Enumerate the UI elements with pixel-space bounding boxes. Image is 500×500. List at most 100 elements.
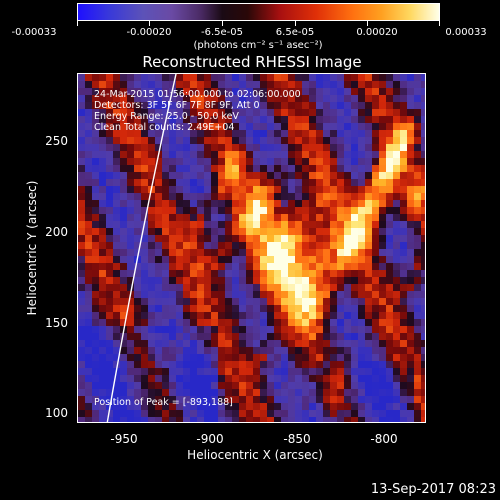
image-pixel xyxy=(288,319,295,326)
image-pixel xyxy=(169,235,176,242)
image-pixel xyxy=(281,74,288,81)
image-pixel xyxy=(337,165,344,172)
image-pixel xyxy=(351,382,358,389)
image-pixel xyxy=(127,340,134,347)
image-pixel xyxy=(295,109,302,116)
image-pixel xyxy=(92,305,99,312)
image-pixel xyxy=(183,242,190,249)
image-pixel xyxy=(309,368,316,375)
image-pixel xyxy=(337,410,344,417)
image-pixel xyxy=(372,340,379,347)
colorbar-tick-label: -6.5e-05 xyxy=(201,27,243,38)
image-pixel xyxy=(267,137,274,144)
image-pixel xyxy=(267,284,274,291)
image-pixel xyxy=(309,347,316,354)
image-pixel xyxy=(386,249,393,256)
image-pixel xyxy=(127,326,134,333)
image-pixel xyxy=(239,277,246,284)
image-pixel xyxy=(183,291,190,298)
image-pixel xyxy=(239,214,246,221)
image-pixel xyxy=(246,200,253,207)
image-pixel xyxy=(162,235,169,242)
image-pixel xyxy=(281,228,288,235)
image-pixel xyxy=(155,74,162,81)
image-pixel xyxy=(183,74,190,81)
image-pixel xyxy=(99,88,106,95)
image-pixel xyxy=(92,375,99,382)
image-pixel xyxy=(309,144,316,151)
image-pixel xyxy=(162,179,169,186)
image-pixel xyxy=(386,277,393,284)
image-pixel xyxy=(267,382,274,389)
image-pixel xyxy=(253,151,260,158)
image-pixel xyxy=(309,172,316,179)
image-pixel xyxy=(309,179,316,186)
image-pixel xyxy=(85,326,92,333)
image-pixel xyxy=(344,354,351,361)
image-pixel xyxy=(246,368,253,375)
image-pixel xyxy=(316,389,323,396)
image-pixel xyxy=(225,214,232,221)
image-pixel xyxy=(393,228,400,235)
image-pixel xyxy=(232,81,239,88)
image-pixel xyxy=(365,186,372,193)
image-pixel xyxy=(372,130,379,137)
image-pixel xyxy=(155,179,162,186)
image-pixel xyxy=(421,277,425,284)
image-pixel xyxy=(211,116,218,123)
image-pixel xyxy=(400,305,407,312)
image-pixel xyxy=(379,249,386,256)
image-pixel xyxy=(99,249,106,256)
image-pixel xyxy=(295,277,302,284)
image-pixel xyxy=(169,193,176,200)
image-pixel xyxy=(414,249,421,256)
image-pixel xyxy=(414,403,421,410)
image-pixel xyxy=(316,193,323,200)
image-pixel xyxy=(197,102,204,109)
image-pixel xyxy=(211,228,218,235)
image-pixel xyxy=(120,291,127,298)
image-pixel xyxy=(400,256,407,263)
image-pixel xyxy=(127,172,134,179)
image-pixel xyxy=(78,305,85,312)
image-pixel xyxy=(113,298,120,305)
image-pixel xyxy=(281,361,288,368)
image-pixel xyxy=(344,151,351,158)
image-pixel xyxy=(155,123,162,130)
image-pixel xyxy=(330,193,337,200)
image-pixel xyxy=(106,277,113,284)
image-pixel xyxy=(309,88,316,95)
image-pixel xyxy=(274,382,281,389)
image-pixel xyxy=(183,347,190,354)
image-pixel xyxy=(204,116,211,123)
image-pixel xyxy=(141,270,148,277)
image-pixel xyxy=(365,228,372,235)
image-pixel xyxy=(190,270,197,277)
image-pixel xyxy=(274,270,281,277)
image-pixel xyxy=(330,403,337,410)
image-pixel xyxy=(393,158,400,165)
image-pixel xyxy=(379,361,386,368)
image-pixel xyxy=(267,95,274,102)
image-pixel xyxy=(407,368,414,375)
image-pixel xyxy=(204,165,211,172)
image-pixel xyxy=(414,81,421,88)
image-pixel xyxy=(99,389,106,396)
image-pixel xyxy=(372,95,379,102)
image-pixel xyxy=(421,228,425,235)
image-pixel xyxy=(267,361,274,368)
image-pixel xyxy=(155,242,162,249)
image-pixel xyxy=(400,172,407,179)
image-pixel xyxy=(99,193,106,200)
image-pixel xyxy=(379,81,386,88)
image-pixel xyxy=(295,361,302,368)
image-pixel xyxy=(92,333,99,340)
image-pixel xyxy=(358,375,365,382)
image-pixel xyxy=(190,284,197,291)
image-pixel xyxy=(190,95,197,102)
image-pixel xyxy=(400,200,407,207)
image-pixel xyxy=(407,95,414,102)
image-pixel xyxy=(232,109,239,116)
image-pixel xyxy=(141,312,148,319)
image-pixel xyxy=(288,347,295,354)
